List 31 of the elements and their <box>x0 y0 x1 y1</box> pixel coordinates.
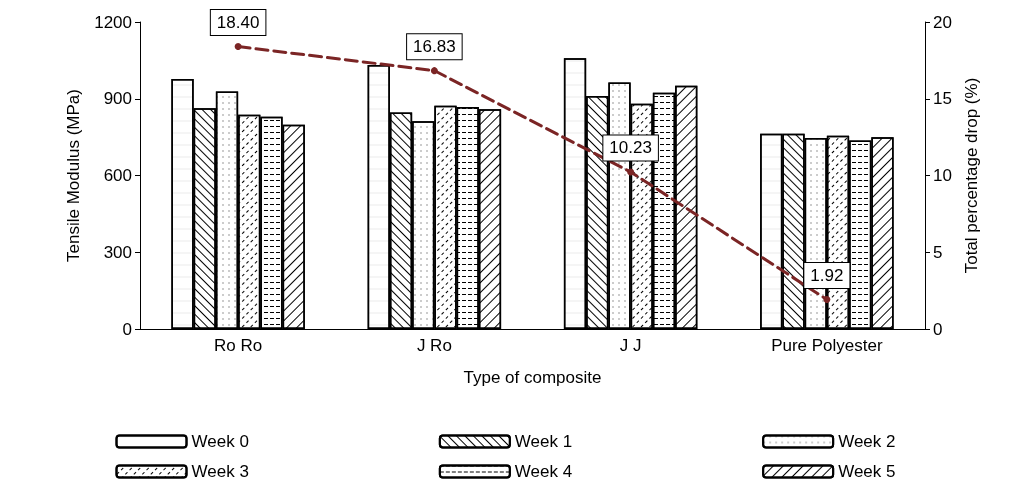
data-label: 10.23 <box>609 138 652 158</box>
y2-tick-label: 15 <box>933 89 952 109</box>
legend-label: Week 1 <box>514 432 573 451</box>
y-tick-label: 900 <box>103 89 132 109</box>
data-label: 1.92 <box>810 266 844 286</box>
x-tick-label: J J <box>619 336 642 355</box>
legend-label: Week 3 <box>191 462 249 480</box>
x-tick-label: Pure Polyester <box>771 336 883 355</box>
y-axis-title: Tensile Modulus (MPa) <box>64 89 83 262</box>
x-tick-label: J Ro <box>416 336 452 355</box>
point <box>430 67 438 75</box>
point <box>823 296 831 304</box>
y2-tick-label: 10 <box>933 166 952 185</box>
y2-tick-label: 5 <box>933 242 943 262</box>
data-label: 18.40 <box>216 13 260 33</box>
y-tick-label: 300 <box>103 242 132 262</box>
data-label: 16.83 <box>413 37 456 57</box>
legend-label: Week 5 <box>838 462 896 480</box>
x-axis-title: Type of composite <box>463 368 602 387</box>
legend-label: Week 0 <box>191 432 249 451</box>
y-tick-label: 1200 <box>94 12 132 32</box>
y2-tick-label: 20 <box>933 12 952 32</box>
y2-axis-title: Total percentage drop (%) <box>961 77 981 274</box>
x-tick-label: Ro Ro <box>214 336 263 355</box>
point <box>234 43 242 51</box>
legend-label: Week 4 <box>514 462 573 480</box>
point <box>627 168 635 176</box>
legend-label: Week 2 <box>838 432 896 451</box>
y2-tick-label: 0 <box>933 319 943 339</box>
y-tick-label: 600 <box>103 166 132 185</box>
y-tick-label: 0 <box>122 319 132 339</box>
